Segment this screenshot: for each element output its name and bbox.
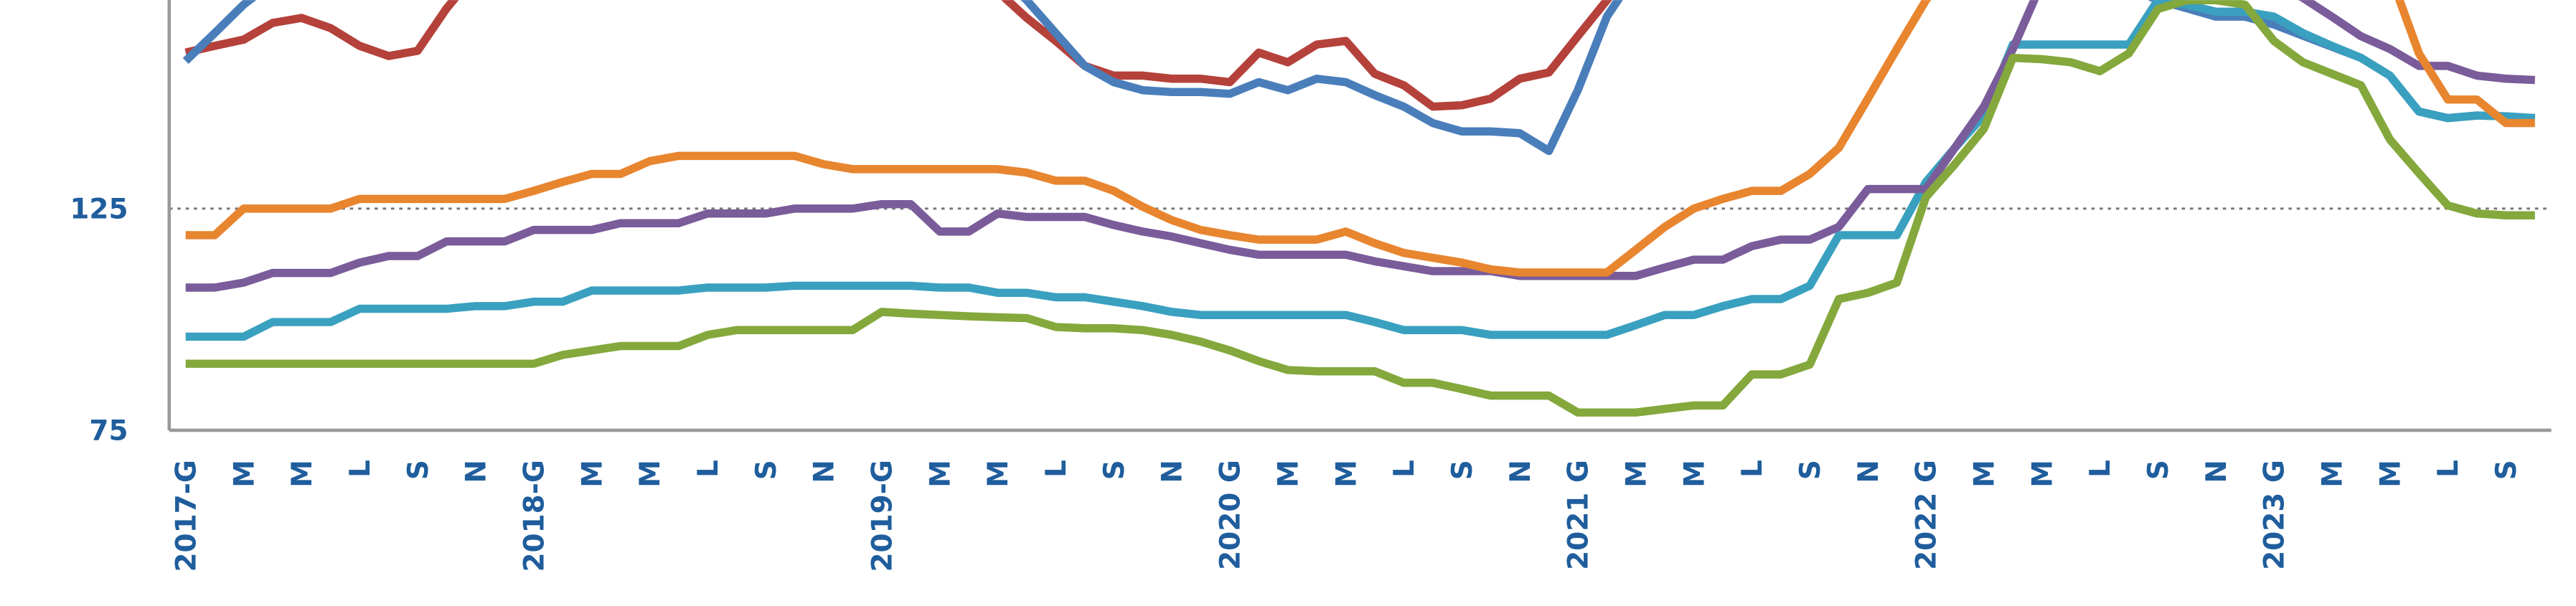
series-line	[185, 0, 2535, 277]
series-line	[185, 0, 2536, 292]
x-tick-label: 2021 G	[1563, 460, 1595, 570]
x-tick-label: 2023 G	[2259, 460, 2291, 570]
x-tick-label: N	[2201, 460, 2233, 483]
x-tick-label: S	[2143, 460, 2175, 480]
grid	[169, 207, 2552, 210]
x-tick-label: N	[461, 460, 493, 483]
x-tick-label: M	[982, 460, 1015, 488]
x-tick-label: S	[751, 460, 783, 480]
x-tick-label: M	[634, 460, 667, 488]
x-tick-label: 2018-G	[518, 460, 550, 572]
x-tick-label: M	[1272, 460, 1305, 488]
x-tick-label: L	[2084, 460, 2117, 478]
x-tick-label: 2017-G	[170, 460, 202, 572]
x-tick-label: M	[1330, 460, 1363, 488]
y-tick-label: 75	[89, 415, 128, 448]
x-tick-label: L	[1388, 460, 1421, 478]
x-tick-label: M	[924, 460, 956, 488]
x-tick-label: M	[1678, 460, 1711, 488]
x-tick-label: M	[1620, 460, 1653, 488]
x-tick-label: 2022 G	[1911, 460, 1943, 570]
x-tick-label: M	[2317, 460, 2349, 488]
x-tick-label: M	[2374, 460, 2407, 488]
x-tick-label: L	[344, 460, 377, 478]
series-line	[185, 0, 2535, 417]
x-tick-label: M	[228, 460, 260, 488]
y-tick-label: 175	[70, 0, 128, 4]
series-line	[185, 0, 2536, 341]
x-tick-label: S	[2491, 460, 2523, 480]
x-tick-label: S	[1099, 460, 1131, 480]
x-tick-label: M	[1969, 460, 2001, 488]
series-line	[182, 0, 2536, 156]
lines	[182, 0, 2536, 417]
x-tick-label: M	[2026, 460, 2059, 488]
x-tick-label: 2020 G	[1215, 460, 1247, 570]
x-tick-label: N	[809, 460, 841, 483]
x-tick-label: N	[1853, 460, 1885, 483]
series-line	[184, 0, 1612, 111]
x-tick-label: L	[1040, 460, 1073, 478]
x-tick-label: L	[1736, 460, 1769, 478]
x-tick-label: N	[1157, 460, 1189, 483]
x-tick-label: L	[2432, 460, 2465, 478]
x-tick-label: L	[692, 460, 725, 478]
x-tick-label: N	[1505, 460, 1537, 483]
x-tick-label: S	[403, 460, 435, 480]
x-tick-label: S	[1447, 460, 1479, 480]
y-tick-label: 125	[70, 194, 128, 226]
axes	[167, 0, 2552, 432]
x-tick-label: M	[576, 460, 608, 488]
x-tick-label: 2019-G	[867, 460, 899, 572]
x-tick-label: M	[286, 460, 319, 488]
x-tick-label: S	[1795, 460, 1827, 480]
labels: 751251752017-GMMLSN2018-GMMLSN2019-GMMLS…	[70, 0, 2523, 572]
